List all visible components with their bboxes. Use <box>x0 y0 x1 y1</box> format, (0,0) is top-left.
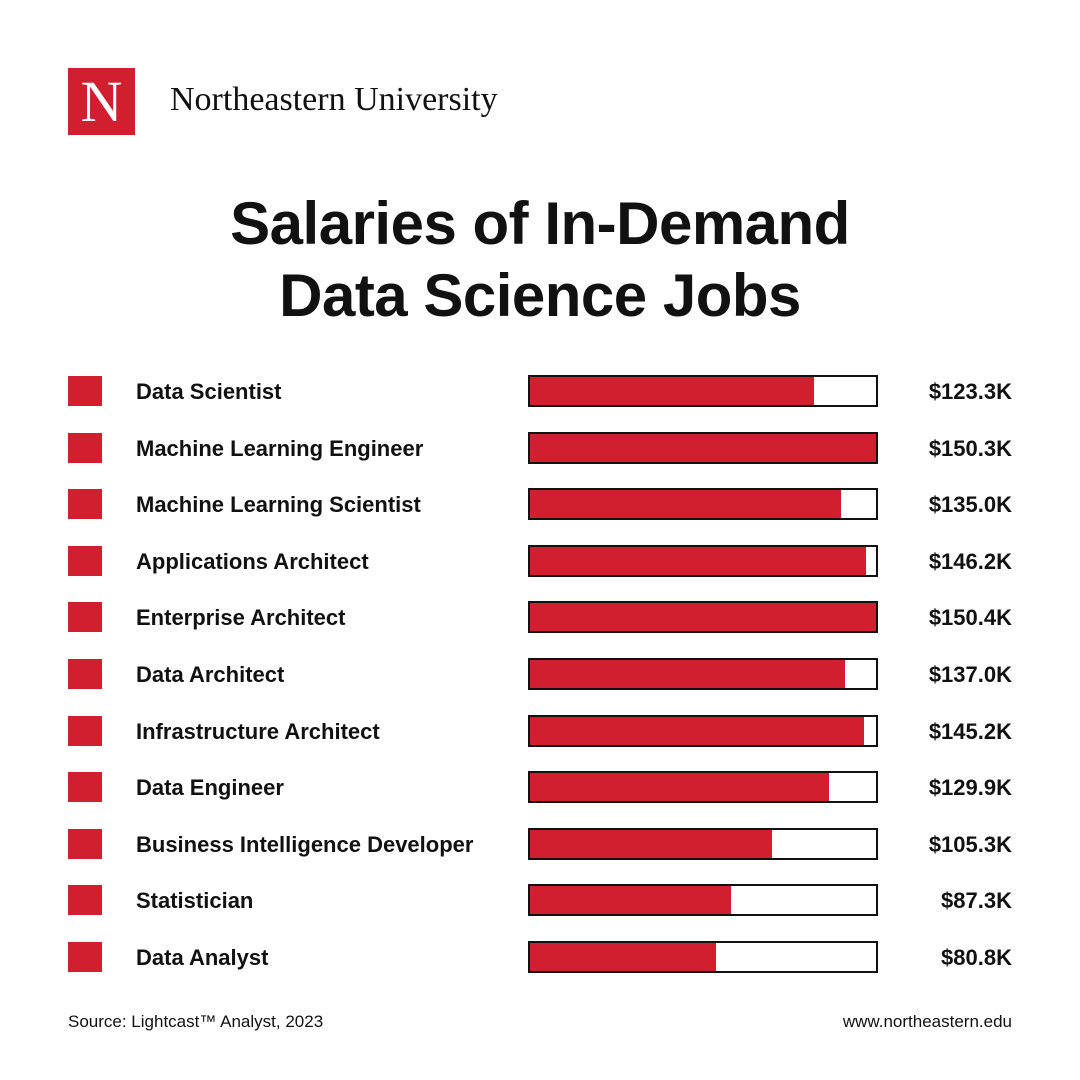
value-label: $87.3K <box>941 888 1012 914</box>
legend-square <box>68 376 102 406</box>
bar-track <box>528 827 878 860</box>
value-label: $129.9K <box>928 775 1012 801</box>
category-label: Data Engineer <box>136 775 284 801</box>
bar-track <box>528 488 878 521</box>
logo: N <box>68 68 135 135</box>
legend-square <box>68 602 102 633</box>
legend-square <box>68 772 102 803</box>
source: Source: Lightcast™ Analyst, 2023 <box>68 1012 324 1031</box>
category-label: Data Architect <box>136 662 285 687</box>
value-label: $137.0K <box>928 662 1012 687</box>
category-label: Enterprise Architect <box>136 605 346 631</box>
bar-track <box>528 601 878 634</box>
bar-track <box>528 375 878 407</box>
bar <box>530 490 841 519</box>
legend-square <box>68 942 102 972</box>
brand-name: Northeastern University <box>170 81 498 118</box>
bar <box>530 773 829 802</box>
value-label: $150.4K <box>928 605 1012 631</box>
bar-track <box>528 658 878 690</box>
category-label: Applications Architect <box>136 548 369 574</box>
category-label: Data Analyst <box>136 945 269 970</box>
category-label: Machine Learning Scientist <box>136 492 421 518</box>
value-label: $145.2K <box>928 718 1012 744</box>
category-label: Machine Learning Engineer <box>136 435 424 461</box>
bar-track <box>528 544 878 577</box>
title-wrap: Salaries of In-Demand Data Science Jobs <box>0 188 1080 332</box>
legend-square <box>68 885 102 916</box>
bar-track <box>528 431 878 464</box>
bar <box>530 943 716 971</box>
legend-square <box>68 545 102 576</box>
chart-title: Salaries of In-Demand Data Science Jobs <box>230 190 850 329</box>
legend-square <box>68 715 102 746</box>
value-label: $146.2K <box>928 548 1012 574</box>
category-label: Infrastructure Architect <box>136 718 380 744</box>
url: www.northeastern.edu <box>842 1012 1012 1031</box>
bar <box>530 829 773 858</box>
value-label: $105.3K <box>928 831 1012 857</box>
legend-square <box>68 659 102 689</box>
bar-track <box>528 884 878 917</box>
bar <box>530 377 814 405</box>
bar <box>530 603 876 632</box>
bar <box>530 660 846 688</box>
legend-square <box>68 432 102 463</box>
bar-track <box>528 771 878 804</box>
value-label: $150.3K <box>928 435 1012 461</box>
value-label: $135.0K <box>928 492 1012 518</box>
bar-track <box>528 941 878 973</box>
bar <box>530 716 865 745</box>
category-label: Statistician <box>136 888 254 914</box>
legend-square <box>68 489 102 520</box>
value-label: $123.3K <box>928 379 1012 404</box>
value-label: $80.8K <box>941 945 1012 970</box>
category-label: Data Scientist <box>136 379 282 404</box>
bar <box>530 886 731 915</box>
category-label: Business Intelligence Developer <box>136 831 474 857</box>
legend-square <box>68 828 102 859</box>
bar-track <box>528 714 878 747</box>
bar <box>530 546 867 575</box>
bar <box>530 433 876 462</box>
